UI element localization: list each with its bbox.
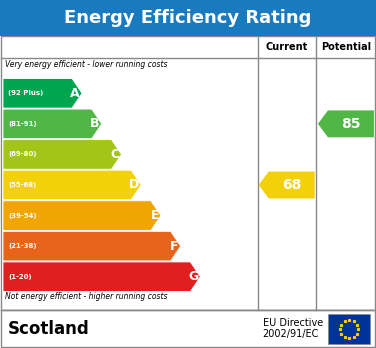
Bar (0, 0, 376, 36)
Polygon shape (259, 172, 315, 198)
Text: A: A (70, 87, 80, 100)
Text: (55-68): (55-68) (8, 182, 36, 188)
Text: Not energy efficient - higher running costs: Not energy efficient - higher running co… (5, 292, 167, 301)
Text: 85: 85 (341, 117, 361, 131)
Bar (1, 36, 375, 310)
Text: Very energy efficient - lower running costs: Very energy efficient - lower running co… (5, 60, 167, 69)
Text: Potential: Potential (321, 42, 371, 52)
Text: (92 Plus): (92 Plus) (8, 90, 43, 96)
Text: (21-38): (21-38) (8, 243, 36, 249)
Text: EU Directive: EU Directive (262, 318, 323, 329)
Bar (1, 310, 375, 347)
Polygon shape (3, 201, 161, 230)
Text: (69-80): (69-80) (8, 151, 36, 157)
Polygon shape (3, 231, 180, 261)
Polygon shape (3, 140, 121, 169)
Polygon shape (3, 79, 82, 108)
Text: F: F (170, 240, 179, 253)
Text: E: E (150, 209, 159, 222)
Text: G: G (188, 270, 199, 283)
Text: D: D (129, 179, 139, 191)
Polygon shape (3, 262, 200, 292)
Text: 68: 68 (282, 178, 302, 192)
Text: Scotland: Scotland (8, 319, 90, 338)
Bar (328, 314, 370, 344)
Polygon shape (3, 170, 141, 200)
Text: Current: Current (265, 42, 308, 52)
Text: (81-91): (81-91) (8, 121, 36, 127)
Polygon shape (318, 110, 374, 137)
Text: B: B (90, 117, 100, 130)
Text: C: C (111, 148, 120, 161)
Polygon shape (3, 109, 102, 139)
Text: Energy Efficiency Rating: Energy Efficiency Rating (64, 9, 312, 27)
Text: 2002/91/EC: 2002/91/EC (262, 330, 319, 340)
Text: (39-54): (39-54) (8, 213, 36, 219)
Text: (1-20): (1-20) (8, 274, 32, 280)
